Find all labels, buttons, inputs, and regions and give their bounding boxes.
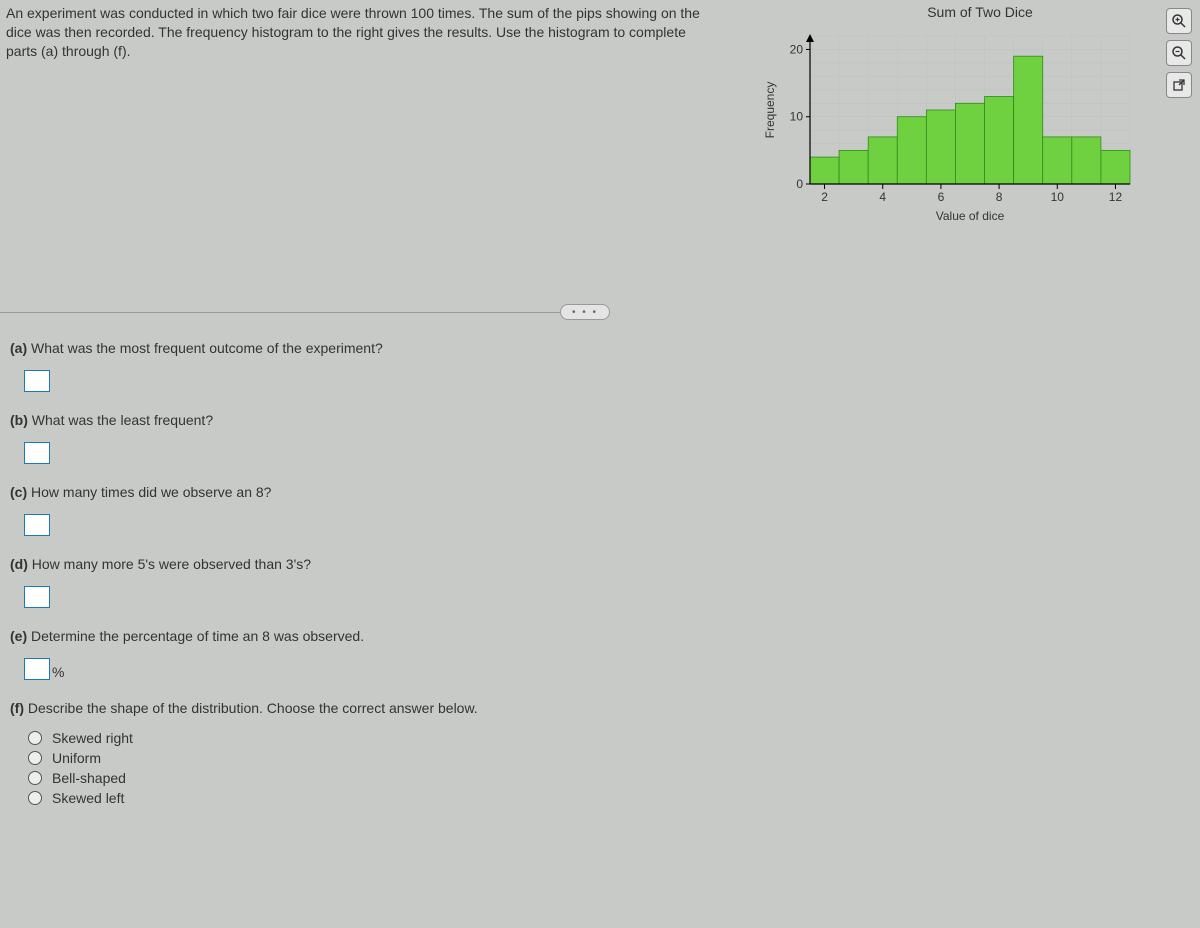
answer-b-input[interactable] — [24, 442, 50, 464]
svg-text:20: 20 — [790, 42, 804, 56]
radio-option-3[interactable]: Skewed left — [28, 790, 750, 806]
divider-line — [0, 312, 560, 313]
question-d-label: (d) How many more 5's were observed than… — [10, 556, 750, 572]
percent-suffix: % — [52, 664, 64, 680]
icon-column — [1166, 8, 1192, 98]
question-b-text: What was the least frequent? — [32, 412, 213, 428]
zoom-in-icon[interactable] — [1166, 8, 1192, 34]
radio-option-2[interactable]: Bell-shaped — [28, 770, 750, 786]
chart-canvas: 0 10 20 2 4 6 8 10 12 Value of dice Frequency — [760, 26, 1140, 226]
svg-text:10: 10 — [1051, 190, 1065, 204]
question-b-label: (b) What was the least frequent? — [10, 412, 750, 428]
radio-icon — [28, 791, 42, 805]
question-f-label: (f) Describe the shape of the distributi… — [10, 700, 750, 716]
question-f-text: Describe the shape of the distribution. … — [28, 700, 478, 716]
radio-label: Skewed right — [52, 730, 133, 746]
answer-d-input[interactable] — [24, 586, 50, 608]
svg-text:0: 0 — [796, 177, 803, 191]
questions-block: (a) What was the most frequent outcome o… — [10, 340, 750, 810]
radio-icon — [28, 771, 42, 785]
histogram-svg: 0 10 20 2 4 6 8 10 12 Value of dice Frequency — [760, 26, 1140, 226]
radio-icon — [28, 731, 42, 745]
zoom-out-icon[interactable] — [1166, 40, 1192, 66]
svg-text:10: 10 — [790, 110, 804, 124]
answer-a-input[interactable] — [24, 370, 50, 392]
svg-text:12: 12 — [1109, 190, 1123, 204]
question-a-text: What was the most frequent outcome of th… — [31, 340, 383, 356]
radio-label: Skewed left — [52, 790, 124, 806]
svg-text:8: 8 — [996, 190, 1003, 204]
answer-e-input[interactable] — [24, 658, 50, 680]
svg-text:4: 4 — [879, 190, 886, 204]
svg-text:Frequency: Frequency — [763, 82, 777, 139]
radio-option-1[interactable]: Uniform — [28, 750, 750, 766]
radio-option-0[interactable]: Skewed right — [28, 730, 750, 746]
open-external-icon[interactable] — [1166, 72, 1192, 98]
radio-label: Uniform — [52, 750, 101, 766]
divider-row: • • • — [0, 300, 1200, 324]
radio-icon — [28, 751, 42, 765]
question-a-label: (a) What was the most frequent outcome o… — [10, 340, 750, 356]
question-e-label: (e) Determine the percentage of time an … — [10, 628, 750, 644]
chart-title: Sum of Two Dice — [800, 4, 1160, 20]
svg-text:Value of dice: Value of dice — [936, 209, 1005, 223]
question-d-text: How many more 5's were observed than 3's… — [32, 556, 311, 572]
answer-c-input[interactable] — [24, 514, 50, 536]
problem-text: An experiment was conducted in which two… — [6, 4, 706, 61]
svg-text:6: 6 — [938, 190, 945, 204]
question-e-text: Determine the percentage of time an 8 wa… — [31, 628, 364, 644]
radio-label: Bell-shaped — [52, 770, 126, 786]
question-c-text: How many times did we observe an 8? — [31, 484, 271, 500]
more-pill-icon[interactable]: • • • — [560, 304, 610, 320]
chart-area: Sum of Two Dice 0 10 20 2 4 6 8 10 12 Value of di… — [760, 4, 1160, 244]
question-c-label: (c) How many times did we observe an 8? — [10, 484, 750, 500]
svg-text:2: 2 — [821, 190, 828, 204]
